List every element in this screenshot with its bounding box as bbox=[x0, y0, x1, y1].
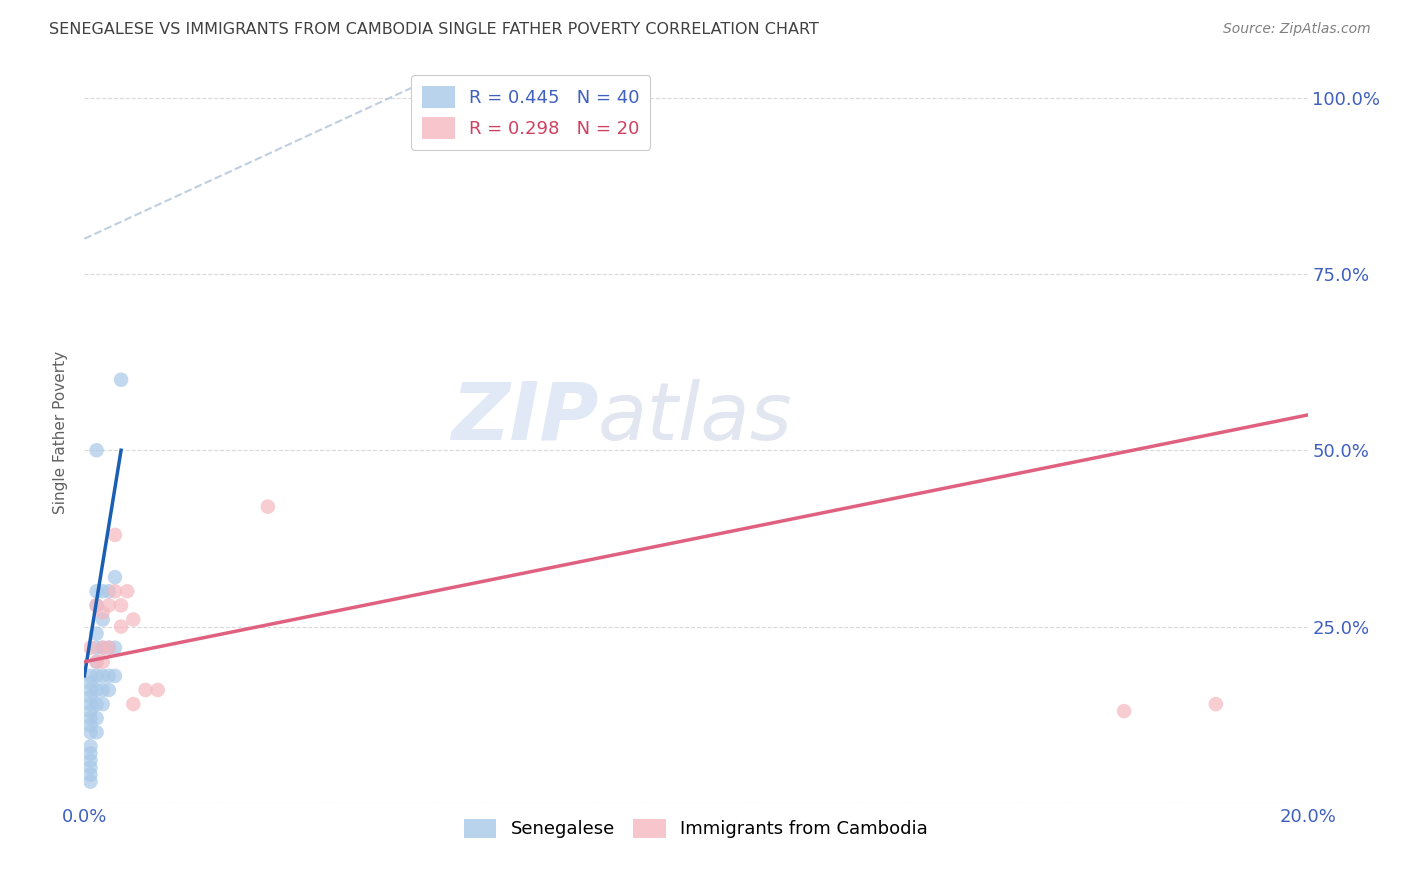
Point bbox=[104, 570, 127, 584]
Y-axis label: Single Father Poverty: Single Father Poverty bbox=[53, 351, 69, 514]
Point bbox=[91, 640, 114, 655]
Point bbox=[122, 612, 145, 626]
Point bbox=[110, 599, 132, 613]
Point bbox=[146, 683, 169, 698]
Point bbox=[110, 619, 132, 633]
Point bbox=[86, 443, 108, 458]
Point bbox=[86, 655, 108, 669]
Point bbox=[79, 669, 101, 683]
Point bbox=[104, 640, 127, 655]
Point bbox=[104, 669, 127, 683]
Text: Source: ZipAtlas.com: Source: ZipAtlas.com bbox=[1223, 22, 1371, 37]
Point bbox=[86, 626, 108, 640]
Point bbox=[135, 683, 157, 698]
Point bbox=[79, 711, 101, 725]
Point bbox=[86, 669, 108, 683]
Point bbox=[79, 767, 101, 781]
Point bbox=[86, 640, 108, 655]
Point bbox=[115, 584, 138, 599]
Point bbox=[97, 669, 120, 683]
Point bbox=[257, 500, 280, 514]
Point bbox=[79, 754, 101, 768]
Point bbox=[91, 612, 114, 626]
Point bbox=[79, 690, 101, 704]
Point bbox=[86, 655, 108, 669]
Point bbox=[86, 725, 108, 739]
Point bbox=[86, 599, 108, 613]
Point bbox=[91, 584, 114, 599]
Point bbox=[91, 683, 114, 698]
Point bbox=[122, 697, 145, 711]
Point bbox=[86, 697, 108, 711]
Point bbox=[110, 373, 132, 387]
Point bbox=[97, 599, 120, 613]
Point bbox=[79, 676, 101, 690]
Point bbox=[104, 528, 127, 542]
Point bbox=[1205, 697, 1227, 711]
Point bbox=[79, 747, 101, 761]
Point bbox=[104, 584, 127, 599]
Point bbox=[1114, 704, 1136, 718]
Legend: Senegalese, Immigrants from Cambodia: Senegalese, Immigrants from Cambodia bbox=[457, 812, 935, 846]
Point bbox=[97, 640, 120, 655]
Point bbox=[79, 718, 101, 732]
Point bbox=[91, 606, 114, 620]
Point bbox=[91, 697, 114, 711]
Point bbox=[79, 640, 101, 655]
Point bbox=[79, 704, 101, 718]
Point bbox=[79, 697, 101, 711]
Point bbox=[86, 711, 108, 725]
Point bbox=[79, 725, 101, 739]
Text: SENEGALESE VS IMMIGRANTS FROM CAMBODIA SINGLE FATHER POVERTY CORRELATION CHART: SENEGALESE VS IMMIGRANTS FROM CAMBODIA S… bbox=[49, 22, 820, 37]
Text: atlas: atlas bbox=[598, 379, 793, 457]
Text: ZIP: ZIP bbox=[451, 379, 598, 457]
Point bbox=[79, 760, 101, 774]
Point bbox=[86, 683, 108, 698]
Point bbox=[91, 669, 114, 683]
Point bbox=[97, 683, 120, 698]
Point bbox=[79, 774, 101, 789]
Point bbox=[91, 640, 114, 655]
Point bbox=[86, 584, 108, 599]
Point bbox=[91, 655, 114, 669]
Point bbox=[97, 584, 120, 599]
Point bbox=[79, 683, 101, 698]
Point bbox=[97, 640, 120, 655]
Point bbox=[86, 599, 108, 613]
Point bbox=[79, 739, 101, 754]
